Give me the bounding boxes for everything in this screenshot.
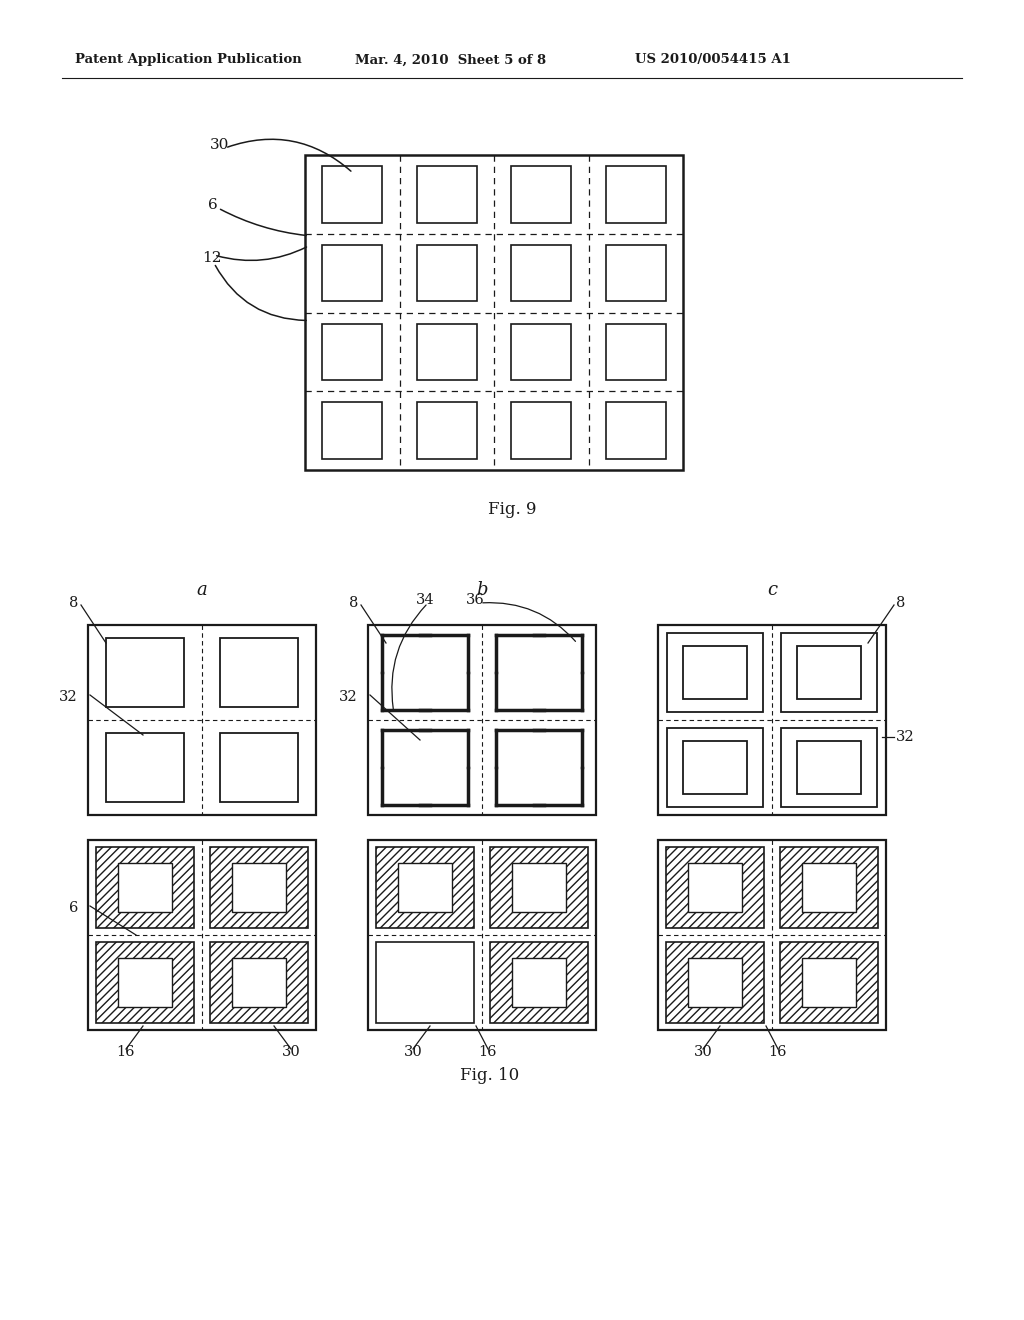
Bar: [797, 645, 861, 700]
Text: 32: 32: [59, 690, 78, 704]
Text: 6: 6: [69, 902, 78, 915]
Bar: [688, 863, 742, 912]
Bar: [802, 863, 856, 912]
Text: 8: 8: [69, 597, 78, 610]
Text: 32: 32: [896, 730, 914, 744]
Bar: [667, 632, 763, 713]
Text: 30: 30: [403, 1045, 422, 1059]
Text: 12: 12: [202, 251, 221, 265]
Bar: [96, 941, 194, 1023]
Bar: [220, 639, 298, 706]
Bar: [489, 846, 588, 928]
Bar: [511, 166, 571, 223]
Bar: [666, 941, 764, 1023]
Bar: [658, 624, 886, 814]
Text: 32: 32: [339, 690, 358, 704]
Bar: [802, 958, 856, 1007]
Bar: [780, 941, 878, 1023]
Bar: [780, 846, 878, 928]
Text: Mar. 4, 2010  Sheet 5 of 8: Mar. 4, 2010 Sheet 5 of 8: [355, 54, 546, 66]
Bar: [305, 154, 683, 470]
Text: 16: 16: [769, 1045, 787, 1059]
Text: 30: 30: [693, 1045, 713, 1059]
Bar: [781, 632, 877, 713]
Text: a: a: [197, 581, 208, 599]
Bar: [220, 734, 298, 801]
Bar: [368, 624, 596, 814]
Text: Fig. 10: Fig. 10: [461, 1067, 519, 1084]
Bar: [605, 323, 666, 380]
Text: 30: 30: [210, 139, 229, 152]
Bar: [417, 323, 477, 380]
Bar: [683, 645, 746, 700]
Bar: [417, 244, 477, 301]
Bar: [688, 958, 742, 1007]
Bar: [322, 403, 383, 459]
Text: 16: 16: [479, 1045, 498, 1059]
Bar: [96, 846, 194, 928]
Text: b: b: [476, 581, 487, 599]
Bar: [797, 741, 861, 795]
Bar: [231, 863, 287, 912]
Text: US 2010/0054415 A1: US 2010/0054415 A1: [635, 54, 791, 66]
Bar: [417, 403, 477, 459]
Bar: [511, 323, 571, 380]
Bar: [376, 846, 474, 928]
Text: 8: 8: [348, 597, 358, 610]
Bar: [397, 863, 453, 912]
Text: 8: 8: [896, 597, 905, 610]
Bar: [118, 958, 172, 1007]
Bar: [667, 727, 763, 808]
Bar: [512, 958, 566, 1007]
Bar: [322, 244, 383, 301]
Bar: [658, 840, 886, 1030]
Bar: [512, 863, 566, 912]
Bar: [683, 741, 746, 795]
Bar: [106, 639, 183, 706]
Bar: [781, 727, 877, 808]
Bar: [322, 323, 383, 380]
Bar: [118, 863, 172, 912]
Bar: [605, 244, 666, 301]
Text: 36: 36: [466, 593, 484, 607]
Bar: [511, 403, 571, 459]
Bar: [210, 846, 308, 928]
Text: 30: 30: [282, 1045, 300, 1059]
Bar: [605, 403, 666, 459]
Bar: [666, 846, 764, 928]
Bar: [417, 166, 477, 223]
Text: c: c: [767, 581, 777, 599]
Bar: [376, 941, 474, 1023]
Bar: [489, 941, 588, 1023]
Text: 16: 16: [117, 1045, 135, 1059]
Text: Fig. 9: Fig. 9: [487, 502, 537, 519]
Bar: [231, 958, 287, 1007]
Bar: [511, 244, 571, 301]
Text: 6: 6: [208, 198, 218, 213]
Bar: [368, 840, 596, 1030]
Bar: [605, 166, 666, 223]
Bar: [322, 166, 383, 223]
Bar: [88, 624, 316, 814]
Text: 34: 34: [416, 593, 434, 607]
Bar: [88, 840, 316, 1030]
Text: Patent Application Publication: Patent Application Publication: [75, 54, 302, 66]
Bar: [106, 734, 183, 801]
Bar: [210, 941, 308, 1023]
